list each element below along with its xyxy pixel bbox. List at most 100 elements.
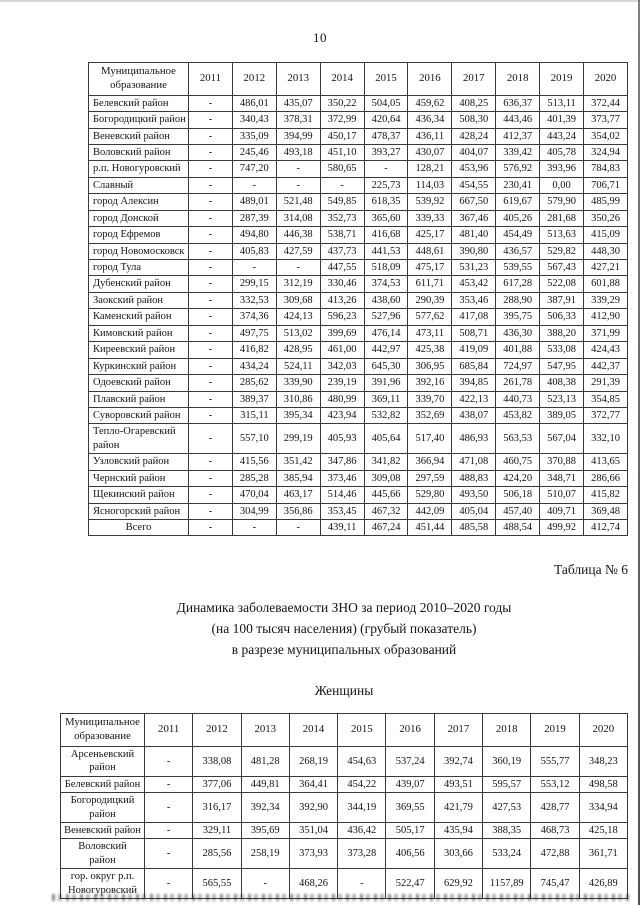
value-cell: 549,85 bbox=[319, 193, 365, 211]
value-cell: 436,57 bbox=[495, 242, 541, 261]
column-header-year: 2014 bbox=[288, 713, 339, 747]
table-row: Киреевский район -416,82 428,95 461,00 442,9… bbox=[88, 341, 628, 359]
value-cell: 506,18 bbox=[495, 486, 541, 504]
value-cell: 493,51 bbox=[433, 775, 484, 794]
value-cell: 405,64 bbox=[363, 423, 409, 455]
value-cell: 303,66 bbox=[433, 838, 484, 870]
value-cell: 373,46 bbox=[319, 469, 365, 488]
value-cell: - bbox=[188, 324, 233, 343]
value-cell: 352,73 bbox=[319, 209, 365, 228]
report-title-line: Динамика заболеваемости ЗНО за период 20… bbox=[176, 600, 512, 616]
value-cell: 354,02 bbox=[583, 127, 628, 145]
value-cell: - bbox=[188, 226, 233, 244]
value-cell: 563,53 bbox=[495, 423, 541, 455]
value-cell: 498,58 bbox=[578, 775, 629, 794]
value-cell: 547,95 bbox=[539, 357, 585, 376]
column-header-year: 2016 bbox=[407, 62, 453, 96]
value-cell: 309,68 bbox=[275, 291, 321, 310]
value-cell: 351,04 bbox=[288, 822, 339, 840]
table-row: город Алексин -489,01 521,48 549,85 618,35 53… bbox=[88, 193, 628, 211]
municipality-name: город Алексин bbox=[88, 193, 189, 211]
value-cell: 533,08 bbox=[539, 341, 585, 359]
value-cell: - bbox=[188, 341, 233, 359]
municipality-name: Каменский район bbox=[88, 308, 189, 326]
value-cell: 438,60 bbox=[363, 291, 409, 310]
value-cell: 389,05 bbox=[539, 406, 585, 425]
municipality-name: Воловский район bbox=[60, 838, 145, 870]
report-title-line: в разрезе муниципальных образований bbox=[231, 642, 457, 658]
municipality-name: Дубенский район bbox=[88, 275, 189, 293]
column-header-year: 2015 bbox=[337, 713, 387, 747]
value-cell: 0,00 bbox=[539, 176, 585, 195]
scan-edge-right-artifact bbox=[638, 0, 640, 905]
value-cell: 393,96 bbox=[539, 160, 585, 178]
value-cell: 555,77 bbox=[530, 745, 580, 777]
value-cell: - bbox=[188, 486, 233, 504]
value-cell: 412,90 bbox=[583, 308, 628, 326]
column-header-year: 2013 bbox=[275, 62, 321, 96]
value-cell: 413,26 bbox=[319, 291, 365, 310]
value-cell: 297,59 bbox=[407, 469, 453, 488]
value-cell: 261,78 bbox=[495, 374, 541, 392]
value-cell: 472,88 bbox=[530, 838, 580, 870]
report-title: Динамика заболеваемости ЗНО за период 20… bbox=[60, 598, 628, 661]
column-header-year: 2016 bbox=[385, 713, 435, 747]
value-cell: 667,50 bbox=[451, 193, 497, 211]
value-cell: 579,90 bbox=[539, 193, 585, 211]
value-cell: 389,37 bbox=[231, 390, 277, 408]
value-cell: 366,94 bbox=[407, 453, 453, 471]
table-row: Плавский район -389,37 310,86 480,99 369,11 3… bbox=[88, 390, 628, 408]
value-cell: 324,94 bbox=[583, 143, 628, 162]
value-cell: 395,69 bbox=[240, 822, 290, 840]
value-cell: 685,84 bbox=[451, 357, 497, 376]
municipality-name: Веневский район bbox=[60, 822, 145, 840]
value-cell: 225,73 bbox=[363, 176, 409, 195]
value-cell: 342,03 bbox=[319, 357, 365, 376]
value-cell: 448,61 bbox=[407, 242, 453, 261]
column-header-year: 2013 bbox=[240, 713, 290, 747]
value-cell: 451,44 bbox=[407, 518, 453, 537]
table-row: город Донской -287,39 314,08 352,73 365,60 33… bbox=[88, 209, 628, 228]
value-cell: - bbox=[188, 209, 233, 228]
table-row: Арсеньевский район -338,08 481,28 268,19 454… bbox=[60, 745, 629, 777]
value-cell: - bbox=[188, 291, 233, 310]
value-cell: 405,83 bbox=[231, 242, 277, 261]
page-number: 10 bbox=[313, 30, 327, 45]
value-cell: 453,96 bbox=[451, 160, 497, 178]
municipality-name: Чернский район bbox=[88, 469, 189, 488]
value-cell: - bbox=[319, 176, 365, 195]
value-cell: 508,71 bbox=[451, 324, 497, 343]
value-cell: - bbox=[231, 258, 277, 277]
value-cell: 442,97 bbox=[363, 341, 409, 359]
value-cell: 485,99 bbox=[583, 193, 628, 211]
municipality-name: Белевский район bbox=[88, 94, 189, 113]
municipality-name: Куркинский район bbox=[88, 357, 189, 376]
value-cell: 645,30 bbox=[363, 357, 409, 376]
value-cell: 463,17 bbox=[275, 486, 321, 504]
value-cell: 412,74 bbox=[583, 518, 628, 537]
value-cell: 437,73 bbox=[319, 242, 365, 261]
value-cell: - bbox=[231, 518, 277, 537]
value-cell: 372,99 bbox=[319, 111, 365, 129]
value-cell: 285,62 bbox=[231, 374, 277, 392]
value-cell: 489,01 bbox=[231, 193, 277, 211]
value-cell: 577,62 bbox=[407, 308, 453, 326]
column-header-year: 2018 bbox=[482, 713, 532, 747]
value-cell: 524,11 bbox=[275, 357, 321, 376]
value-cell: 290,39 bbox=[407, 291, 453, 310]
value-cell: 428,77 bbox=[530, 792, 580, 824]
municipality-name: Всего bbox=[88, 518, 189, 537]
value-cell: - bbox=[188, 143, 233, 162]
value-cell: 405,93 bbox=[319, 423, 365, 455]
value-cell: 299,19 bbox=[275, 423, 321, 455]
value-cell: 596,23 bbox=[319, 308, 365, 326]
value-cell: 470,04 bbox=[231, 486, 277, 504]
value-cell: 268,19 bbox=[288, 745, 339, 777]
value-cell: 436,34 bbox=[407, 111, 453, 129]
value-cell: 537,24 bbox=[385, 745, 435, 777]
value-cell: 392,16 bbox=[407, 374, 453, 392]
value-cell: 374,53 bbox=[363, 275, 409, 293]
municipality-name: Ясногорский район bbox=[88, 502, 189, 521]
value-cell: 427,21 bbox=[583, 258, 628, 277]
